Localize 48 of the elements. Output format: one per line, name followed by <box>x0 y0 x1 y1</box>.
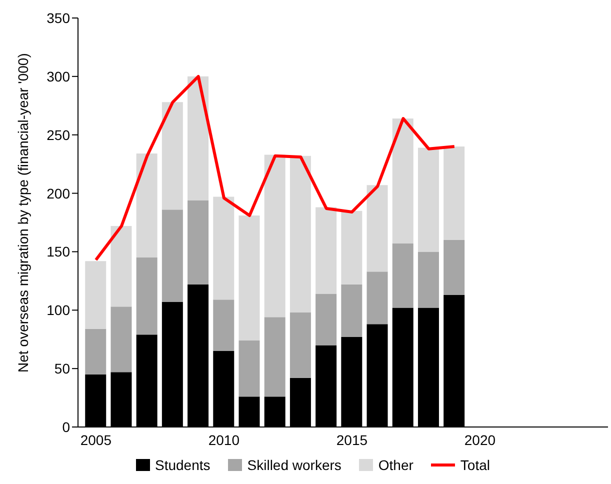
bar <box>290 312 311 378</box>
y-tick-label: 150 <box>46 244 70 260</box>
bar <box>341 284 362 338</box>
bar <box>110 306 132 372</box>
bar <box>366 272 388 324</box>
x-tick-label: 2010 <box>208 432 240 448</box>
y-tick-label: 200 <box>46 185 70 202</box>
bar <box>238 340 260 397</box>
bar <box>264 154 286 318</box>
bar <box>213 196 234 300</box>
bar <box>341 210 362 284</box>
y-tick-label: 350 <box>46 10 70 26</box>
bar <box>213 300 234 352</box>
bar <box>110 226 132 307</box>
y-axis-title: Net overseas migration by type (financial-year '000) <box>14 53 31 372</box>
bar <box>316 294 337 346</box>
y-tick-label: 0 <box>62 418 70 435</box>
bar <box>162 102 183 210</box>
bar <box>264 317 286 397</box>
y-tick-label: 300 <box>46 68 70 84</box>
bar <box>366 185 388 272</box>
y-tick-label: 100 <box>46 302 70 318</box>
bar <box>85 261 106 329</box>
bar <box>188 200 209 284</box>
bar <box>290 156 311 312</box>
x-tick-label: 2015 <box>336 432 368 448</box>
legend-label: Total <box>460 457 490 473</box>
bar <box>188 76 209 200</box>
legend-label: Other <box>378 457 414 473</box>
x-tick-label: 2005 <box>80 432 112 448</box>
bar <box>136 258 158 335</box>
y-tick-label: 250 <box>46 126 70 143</box>
bar <box>316 207 337 294</box>
bar <box>444 146 465 240</box>
bar <box>392 118 414 244</box>
legend-label: Skilled workers <box>247 457 342 473</box>
x-tick-label: 2020 <box>464 432 496 448</box>
bar <box>85 328 106 374</box>
bar <box>444 240 465 295</box>
bar <box>418 252 439 308</box>
bar <box>136 154 158 258</box>
line-series <box>94 74 456 262</box>
bar <box>162 210 183 302</box>
bar <box>238 215 260 341</box>
bar <box>392 244 414 308</box>
y-tick-label: 50 <box>54 360 70 377</box>
legend-label: Students <box>155 457 210 473</box>
bar <box>418 148 439 252</box>
